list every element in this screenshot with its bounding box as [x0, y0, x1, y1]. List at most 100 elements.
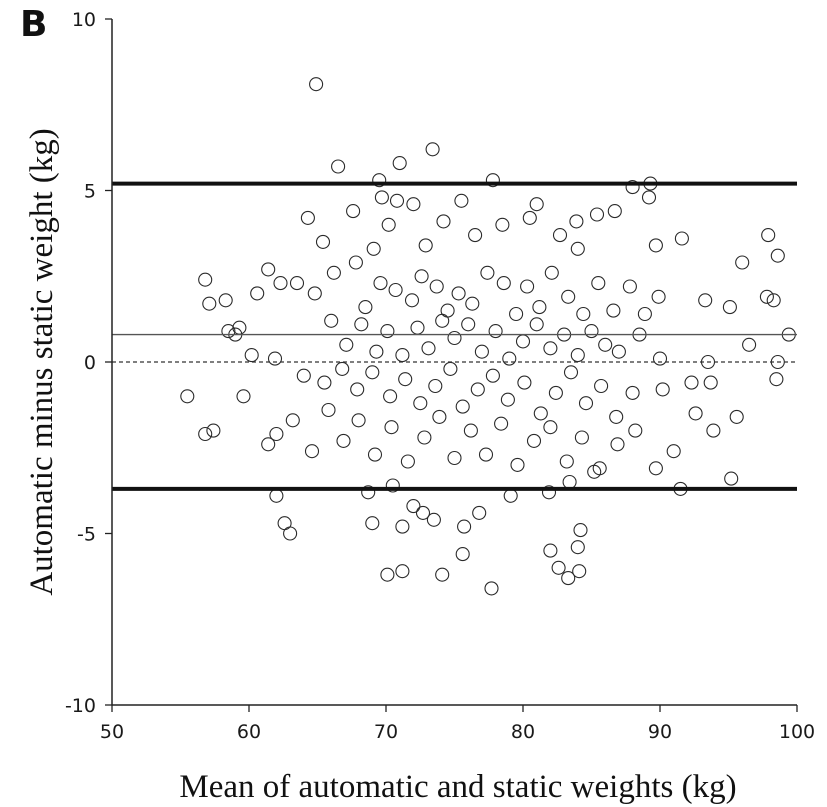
- data-point: [324, 313, 339, 328]
- data-point: [317, 375, 332, 390]
- data-point: [622, 279, 637, 294]
- data-point: [541, 485, 557, 500]
- data-point: [455, 547, 470, 562]
- data-point: [543, 420, 558, 435]
- data-point: [358, 300, 373, 315]
- data-point: [495, 217, 510, 232]
- data-point: [350, 382, 365, 397]
- data-point: [573, 523, 588, 538]
- data-point: [480, 265, 495, 280]
- data-point: [432, 409, 447, 424]
- data-point: [500, 392, 515, 407]
- data-point: [426, 512, 441, 527]
- data-point: [455, 399, 470, 414]
- data-point: [569, 214, 584, 229]
- data-point: [589, 207, 605, 222]
- data-point: [421, 341, 436, 356]
- y-tick-label: 0: [84, 352, 96, 374]
- data-point: [766, 293, 781, 308]
- data-point: [648, 238, 663, 253]
- data-point: [532, 300, 547, 315]
- data-point: [591, 276, 606, 291]
- data-point: [366, 241, 381, 256]
- data-point: [609, 409, 624, 424]
- data-point: [267, 351, 283, 366]
- data-point: [365, 516, 380, 531]
- data-point: [584, 324, 599, 339]
- data-point: [451, 286, 466, 301]
- data-point: [520, 279, 535, 294]
- data-point: [414, 269, 429, 284]
- data-point: [413, 396, 428, 411]
- data-point: [648, 461, 663, 476]
- data-point: [367, 447, 383, 462]
- data-point: [470, 382, 485, 397]
- data-point: [346, 204, 361, 219]
- data-point: [315, 234, 331, 249]
- data-point: [296, 368, 311, 383]
- data-point: [202, 296, 217, 311]
- data-point: [472, 505, 487, 520]
- data-point: [561, 571, 576, 586]
- data-point: [447, 450, 462, 466]
- data-point: [461, 317, 476, 332]
- data-point: [415, 505, 431, 520]
- data-point: [418, 238, 433, 253]
- x-tick-label: 90: [648, 721, 672, 743]
- data-point: [326, 265, 341, 280]
- data-point: [496, 276, 511, 291]
- data-point: [625, 180, 640, 195]
- data-point: [637, 306, 652, 322]
- data-point: [388, 282, 403, 298]
- data-point: [625, 385, 640, 400]
- data-point: [454, 193, 469, 208]
- data-point: [392, 156, 407, 171]
- data-point: [385, 478, 400, 493]
- data-point: [354, 317, 369, 332]
- data-point: [404, 293, 420, 308]
- data-point: [543, 341, 558, 356]
- data-point: [594, 378, 609, 394]
- data-point: [674, 231, 689, 246]
- data-point: [373, 276, 388, 291]
- data-point: [570, 348, 585, 363]
- data-point: [361, 485, 376, 500]
- data-point: [559, 454, 574, 469]
- data-point: [244, 348, 259, 363]
- data-point: [729, 409, 744, 424]
- data-point: [395, 564, 410, 579]
- data-point: [509, 306, 524, 322]
- data-point: [436, 214, 451, 229]
- data-point: [468, 228, 483, 243]
- data-point: [570, 540, 585, 555]
- data-point: [384, 420, 399, 435]
- data-point: [331, 159, 346, 174]
- x-axis-title: Mean of automatic and static weights (kg…: [179, 769, 736, 805]
- x-tick-label: 60: [237, 721, 261, 743]
- data-point: [277, 516, 292, 531]
- data-point: [770, 248, 785, 263]
- data-point: [269, 488, 284, 503]
- data-point: [485, 368, 500, 383]
- data-point: [250, 286, 265, 301]
- data-point: [198, 426, 213, 442]
- data-point: [447, 330, 462, 346]
- data-point: [628, 423, 643, 438]
- data-point: [503, 488, 518, 503]
- data-point: [425, 142, 440, 157]
- data-point: [435, 567, 450, 582]
- data-point: [417, 430, 432, 445]
- data-point: [273, 276, 288, 291]
- data-point: [606, 303, 621, 318]
- data-point: [510, 457, 525, 472]
- data-point: [551, 560, 566, 575]
- data-point: [218, 293, 233, 308]
- data-point: [261, 262, 276, 277]
- data-point: [769, 372, 784, 387]
- data-point: [494, 416, 509, 431]
- data-point: [369, 344, 384, 359]
- data-point: [321, 402, 336, 418]
- data-point: [610, 437, 625, 452]
- data-point: [563, 365, 579, 380]
- data-point: [463, 423, 478, 438]
